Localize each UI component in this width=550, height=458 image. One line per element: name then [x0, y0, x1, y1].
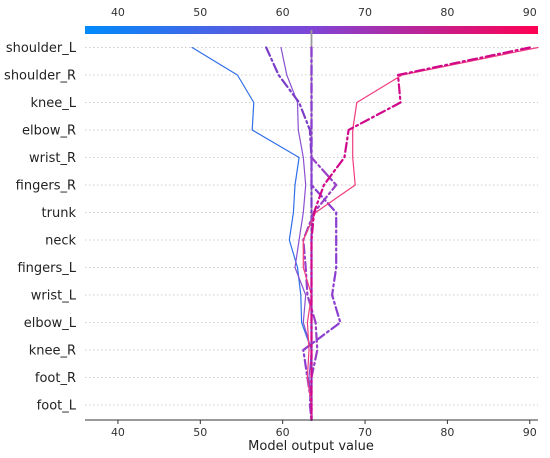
feature-label: knee_L — [30, 96, 76, 111]
bottom-tick-label: 90 — [523, 426, 537, 439]
feature-labels: shoulder_L shoulder_R knee_L elbow_R wrist_R… — [4, 41, 77, 414]
series-lines — [191, 46, 539, 422]
top-tick-label: 40 — [111, 6, 125, 19]
top-tick-label: 80 — [440, 6, 454, 19]
feature-label: shoulder_R — [4, 69, 76, 84]
feature-label: elbow_L — [24, 316, 77, 331]
top-tick-label: 70 — [358, 6, 372, 19]
feature-label: foot_R — [35, 371, 76, 386]
series-line-6 — [302, 46, 539, 421]
feature-label: shoulder_L — [6, 41, 77, 56]
bottom-tick-label: 80 — [440, 426, 454, 439]
feature-label: fingers_L — [17, 261, 76, 276]
series-line-2 — [280, 46, 313, 421]
bottom-tick-label: 40 — [111, 426, 125, 439]
top-tick-labels: 40 50 60 70 80 90 — [111, 6, 537, 19]
top-tick-label: 50 — [193, 6, 207, 19]
feature-label: wrist_R — [29, 151, 76, 166]
feature-label: elbow_R — [22, 124, 76, 139]
top-tick-label: 60 — [276, 6, 290, 19]
feature-label: knee_R — [29, 344, 76, 359]
gridlines — [85, 47, 538, 406]
series-line-5 — [302, 46, 342, 422]
feature-label: fingers_R — [16, 179, 76, 194]
series-line-7 — [310, 46, 531, 422]
bottom-tick-label: 60 — [276, 426, 290, 439]
x-axis-title: Model output value — [248, 439, 374, 454]
bottom-tick-labels: 40 50 60 70 80 90 — [111, 420, 537, 439]
feature-label: foot_L — [37, 399, 77, 414]
bottom-tick-label: 50 — [193, 426, 207, 439]
top-tick-label: 90 — [523, 6, 537, 19]
feature-label: wrist_L — [31, 289, 77, 304]
bottom-tick-label: 70 — [358, 426, 372, 439]
feature-label: neck — [45, 234, 76, 249]
feature-label: trunk — [42, 206, 77, 221]
